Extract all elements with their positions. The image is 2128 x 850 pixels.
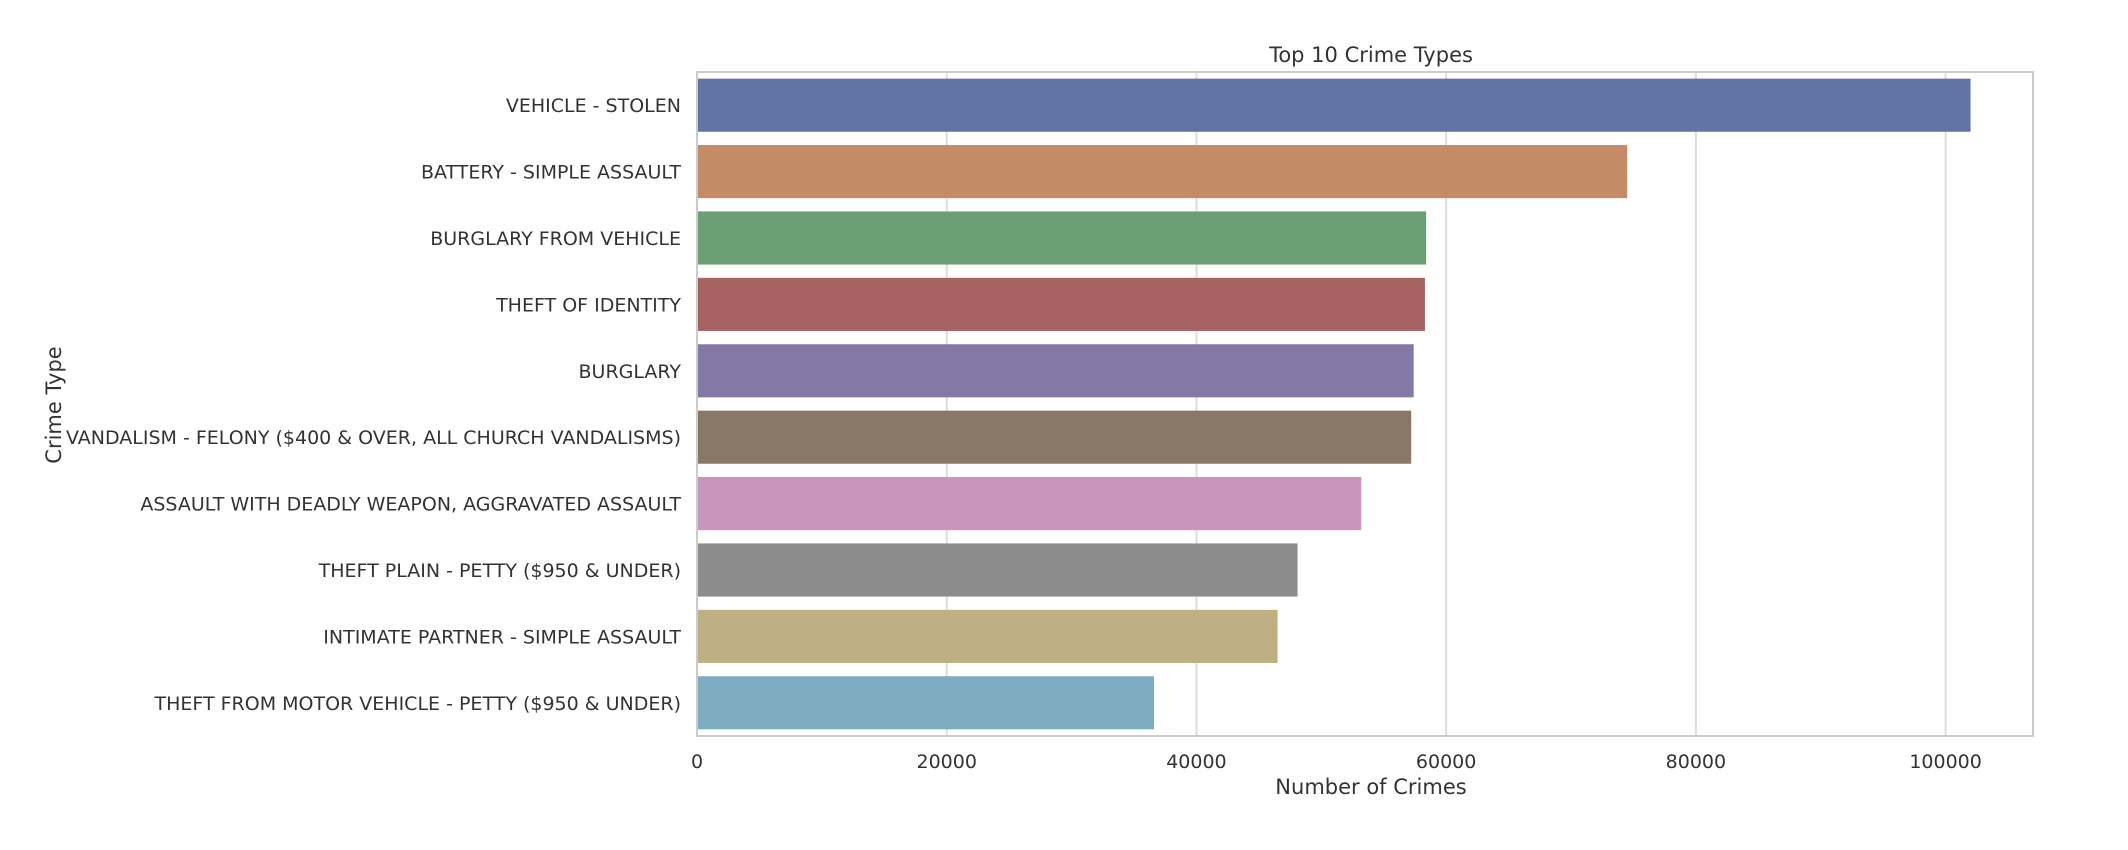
y-axis-title: Crime Type [42, 346, 66, 463]
x-tick-label: 60000 [1416, 751, 1476, 773]
y-tick-label: THEFT FROM MOTOR VEHICLE - PETTY ($950 &… [153, 693, 681, 715]
bar [697, 145, 1628, 199]
bar [697, 211, 1427, 265]
x-tick-label: 40000 [1166, 751, 1226, 773]
bar [697, 410, 1412, 464]
bar [697, 543, 1298, 597]
bar [697, 609, 1278, 663]
bars [697, 78, 1971, 730]
y-tick-label: ASSAULT WITH DEADLY WEAPON, AGGRAVATED A… [140, 494, 681, 516]
y-tick-label: THEFT OF IDENTITY [495, 294, 681, 316]
bar [697, 477, 1362, 531]
y-tick-label: VANDALISM - FELONY ($400 & OVER, ALL CHU… [66, 427, 681, 449]
x-tick-labels: 0 20000 40000 60000 80000 100000 [691, 751, 1982, 773]
y-tick-labels: VEHICLE - STOLEN BATTERY - SIMPLE ASSAULT… [66, 95, 681, 715]
y-tick-label: BURGLARY [579, 361, 682, 383]
bar [697, 676, 1154, 730]
y-tick-label: THEFT PLAIN - PETTY ($950 & UNDER) [318, 560, 681, 582]
x-tick-label: 100000 [1909, 751, 1982, 773]
bar [697, 344, 1414, 398]
y-tick-label: VEHICLE - STOLEN [506, 95, 681, 117]
x-tick-label: 20000 [916, 751, 976, 773]
plot-frame [696, 71, 2034, 737]
x-tick-label: 80000 [1666, 751, 1726, 773]
y-tick-label: INTIMATE PARTNER - SIMPLE ASSAULT [323, 626, 681, 648]
x-axis-title: Number of Crimes [1275, 775, 1466, 799]
bar [697, 78, 1971, 132]
y-tick-label: BURGLARY FROM VEHICLE [430, 228, 681, 250]
x-tick-label: 0 [691, 751, 703, 773]
y-tick-label: BATTERY - SIMPLE ASSAULT [421, 162, 681, 184]
chart-title: Top 10 Crime Types [1268, 43, 1473, 67]
bar [697, 277, 1425, 331]
